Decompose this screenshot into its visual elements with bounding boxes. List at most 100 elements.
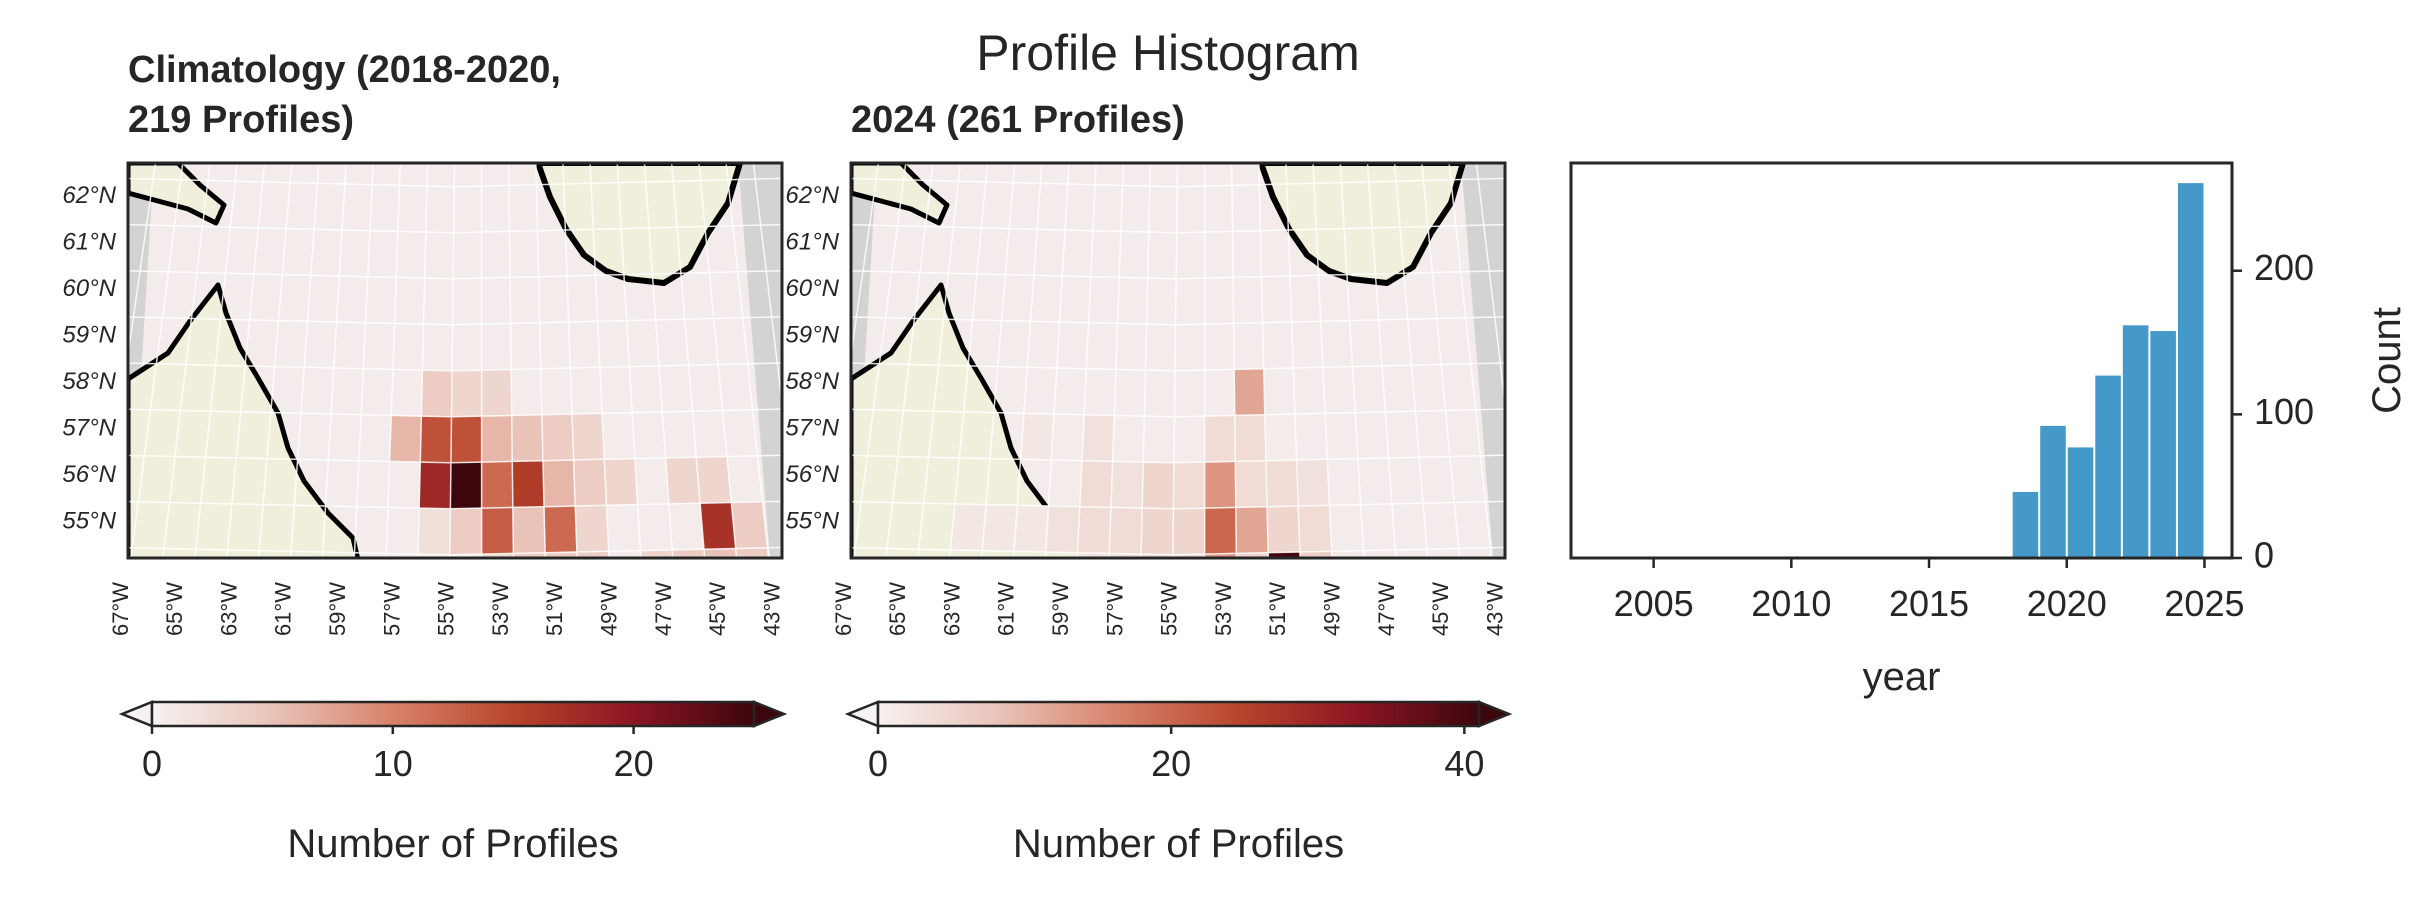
heatmap-cell (450, 416, 482, 463)
heatmap-cell (604, 458, 638, 506)
heatmap-cell (1014, 505, 1049, 552)
histogram-bar (2177, 183, 2204, 559)
heatmap-cell (451, 370, 482, 417)
lat-tick-label: 57°N (785, 415, 839, 442)
x-tick-label: 2005 (1614, 583, 1694, 624)
lat-tick-label: 58°N (785, 368, 839, 395)
heatmap-cell (1299, 551, 1332, 558)
gridline-parallel (851, 454, 1505, 464)
x-tick-label: 2020 (2027, 583, 2107, 624)
heatmap-cell (1172, 508, 1205, 555)
gridline-parallel (851, 177, 1505, 188)
lon-tick-label: 53°W (488, 582, 513, 636)
gridline-meridian (194, 163, 239, 558)
gridline-parallel (851, 408, 1505, 418)
gridline-meridian (385, 163, 402, 558)
gridline-parallel (851, 500, 1505, 510)
heatmap-cell (1234, 414, 1266, 462)
lon-tick-label: 55°W (1157, 582, 1182, 636)
lon-tick-label: 53°W (1211, 582, 1236, 636)
lon-tick-label: 61°W (271, 582, 296, 636)
lat-tick-label: 55°N (62, 508, 116, 535)
colorbar-extend-min (118, 700, 154, 728)
colorbar-label: Number of Profiles (287, 822, 618, 866)
heatmap-cell (449, 508, 482, 555)
gridline-meridian (507, 163, 515, 558)
heatmap-cell (419, 462, 451, 509)
gridline-meridian (257, 163, 293, 558)
gridline-meridian (1528, 141, 1595, 610)
histogram-bar (2012, 491, 2039, 558)
lon-tick-label: 47°W (651, 582, 676, 636)
gridline-meridian (289, 163, 320, 558)
heatmap-cell (1235, 506, 1269, 554)
gridline-meridian (752, 163, 782, 410)
colorbar-tick-label: 0 (868, 743, 888, 784)
heatmap-cell (1234, 368, 1265, 416)
histogram-bar (2095, 375, 2121, 558)
lon-tick-label: 63°W (216, 582, 241, 636)
lon-tick-label: 49°W (597, 582, 622, 636)
lat-tick-label: 56°N (62, 461, 116, 488)
lon-tick-label: 43°W (1482, 582, 1507, 636)
gridline-meridian (1393, 163, 1429, 558)
heatmap-cell (665, 457, 701, 504)
map-panel-2 (851, 141, 1595, 610)
gridline-parallel (128, 269, 782, 280)
panel-title: Climatology (2018-2020, 219 Profiles) (128, 49, 561, 141)
gridline-meridian (562, 163, 578, 558)
y-axis-label: Count (2365, 307, 2409, 414)
gridline-meridian (353, 163, 374, 558)
heatmap-cell (1265, 460, 1299, 507)
gridline-meridian (616, 163, 642, 558)
gridline-parallel (128, 454, 782, 464)
gridline-meridian (885, 163, 934, 558)
lon-tick-label: 51°W (542, 582, 567, 636)
heatmap-cell (1235, 460, 1268, 508)
gridline-meridian (535, 163, 547, 558)
heatmap-cell (1045, 506, 1080, 553)
heatmap-cell (541, 414, 574, 461)
heatmap-cell (512, 506, 546, 554)
lat-tick-label: 58°N (62, 368, 116, 395)
gridline-parallel (851, 546, 1505, 556)
heatmap-cell (576, 551, 609, 558)
gridline-meridian (1076, 163, 1097, 558)
lat-tick-label: 59°N (62, 322, 116, 349)
gridline-meridian (643, 163, 674, 558)
heatmap-cell (421, 370, 453, 417)
colorbar-label: Number of Profiles (1013, 822, 1344, 866)
lat-tick-label: 60°N (785, 275, 839, 302)
gridline-meridian (1012, 163, 1043, 558)
heatmap-cell (420, 416, 452, 463)
histogram-bar (2122, 325, 2149, 558)
lon-tick-label: 59°W (325, 582, 350, 636)
histogram-frame (1569, 161, 2234, 560)
lon-tick-label: 65°W (885, 582, 910, 636)
y-tick-label: 100 (2254, 391, 2314, 432)
lat-tick-label: 60°N (62, 275, 116, 302)
gridline-parallel (128, 408, 782, 418)
gridline-meridian (417, 163, 429, 558)
gridline-meridian (1421, 163, 1461, 558)
heatmap-cell (511, 414, 543, 462)
lon-tick-label: 65°W (162, 582, 187, 636)
heatmap-cell (481, 415, 513, 463)
gridline-parallel (851, 269, 1505, 280)
gridline-meridian (1502, 163, 1505, 180)
map-panel-1 (128, 163, 782, 558)
gridline-meridian (725, 163, 770, 558)
panel-title-line: 2024 (261 Profiles) (851, 99, 1185, 141)
heatmap-cell (573, 459, 607, 506)
gridline-meridian (449, 163, 456, 558)
lon-tick-label: 43°W (759, 582, 784, 636)
land-baffin (851, 163, 950, 226)
heatmap-cell (450, 462, 482, 509)
panel-title: 2024 (261 Profiles) (851, 99, 1185, 141)
colorbar (876, 700, 1481, 728)
heatmap-cell (481, 369, 512, 417)
lon-tick-label: 63°W (939, 582, 964, 636)
gridline-meridian (225, 163, 266, 558)
histogram-bar (2150, 331, 2176, 558)
colorbar-tick-label: 40 (1444, 743, 1484, 784)
